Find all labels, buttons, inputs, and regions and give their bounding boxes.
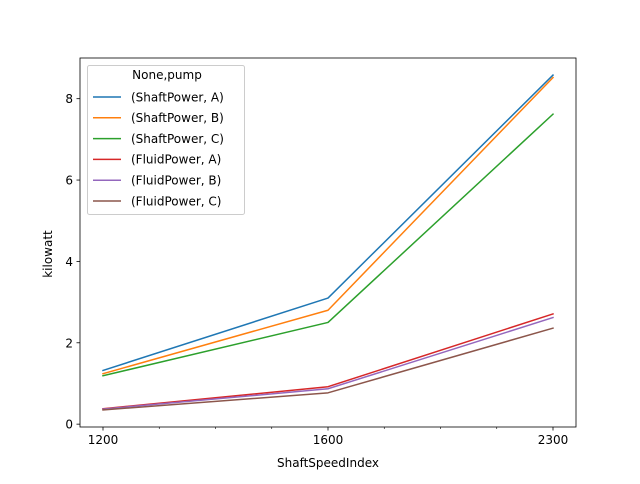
legend-label: (FluidPower, A) [131, 153, 221, 167]
y-tick-label: 4 [65, 255, 73, 269]
y-tick-label: 0 [65, 418, 73, 432]
y-axis-label: kilowatt [41, 230, 55, 278]
x-tick-label: 1200 [88, 433, 119, 447]
x-tick-label: 1600 [313, 433, 344, 447]
legend-title: None,pump [132, 68, 202, 82]
series-lines [102, 74, 555, 411]
series-line-2 [102, 76, 555, 375]
series-line-3 [102, 113, 555, 377]
series-line-4 [102, 312, 554, 410]
legend-label: (ShaftPower, B) [131, 111, 224, 125]
x-axis: 1200 1600 2300 [88, 427, 569, 447]
series-line-6 [102, 327, 554, 411]
legend: None,pump (ShaftPower, A) (ShaftPower, B)… [87, 65, 245, 215]
series-line-5 [102, 316, 554, 410]
legend-label: (ShaftPower, A) [131, 90, 224, 104]
legend-label: (FluidPower, B) [131, 174, 221, 188]
y-tick-label: 2 [65, 336, 73, 350]
x-axis-label: ShaftSpeedIndex [277, 456, 379, 470]
y-tick-label: 6 [65, 174, 73, 188]
y-axis: 0 2 4 6 8 [65, 92, 80, 432]
y-tick-label: 8 [65, 92, 73, 106]
legend-label: (ShaftPower, C) [131, 132, 224, 146]
legend-label: (FluidPower, C) [131, 194, 221, 208]
legend-entries: (ShaftPower, A) (ShaftPower, B) (ShaftPowe… [93, 90, 224, 208]
series-line-1 [102, 74, 555, 372]
x-tick-label: 2300 [538, 433, 569, 447]
legend-box [87, 65, 245, 215]
